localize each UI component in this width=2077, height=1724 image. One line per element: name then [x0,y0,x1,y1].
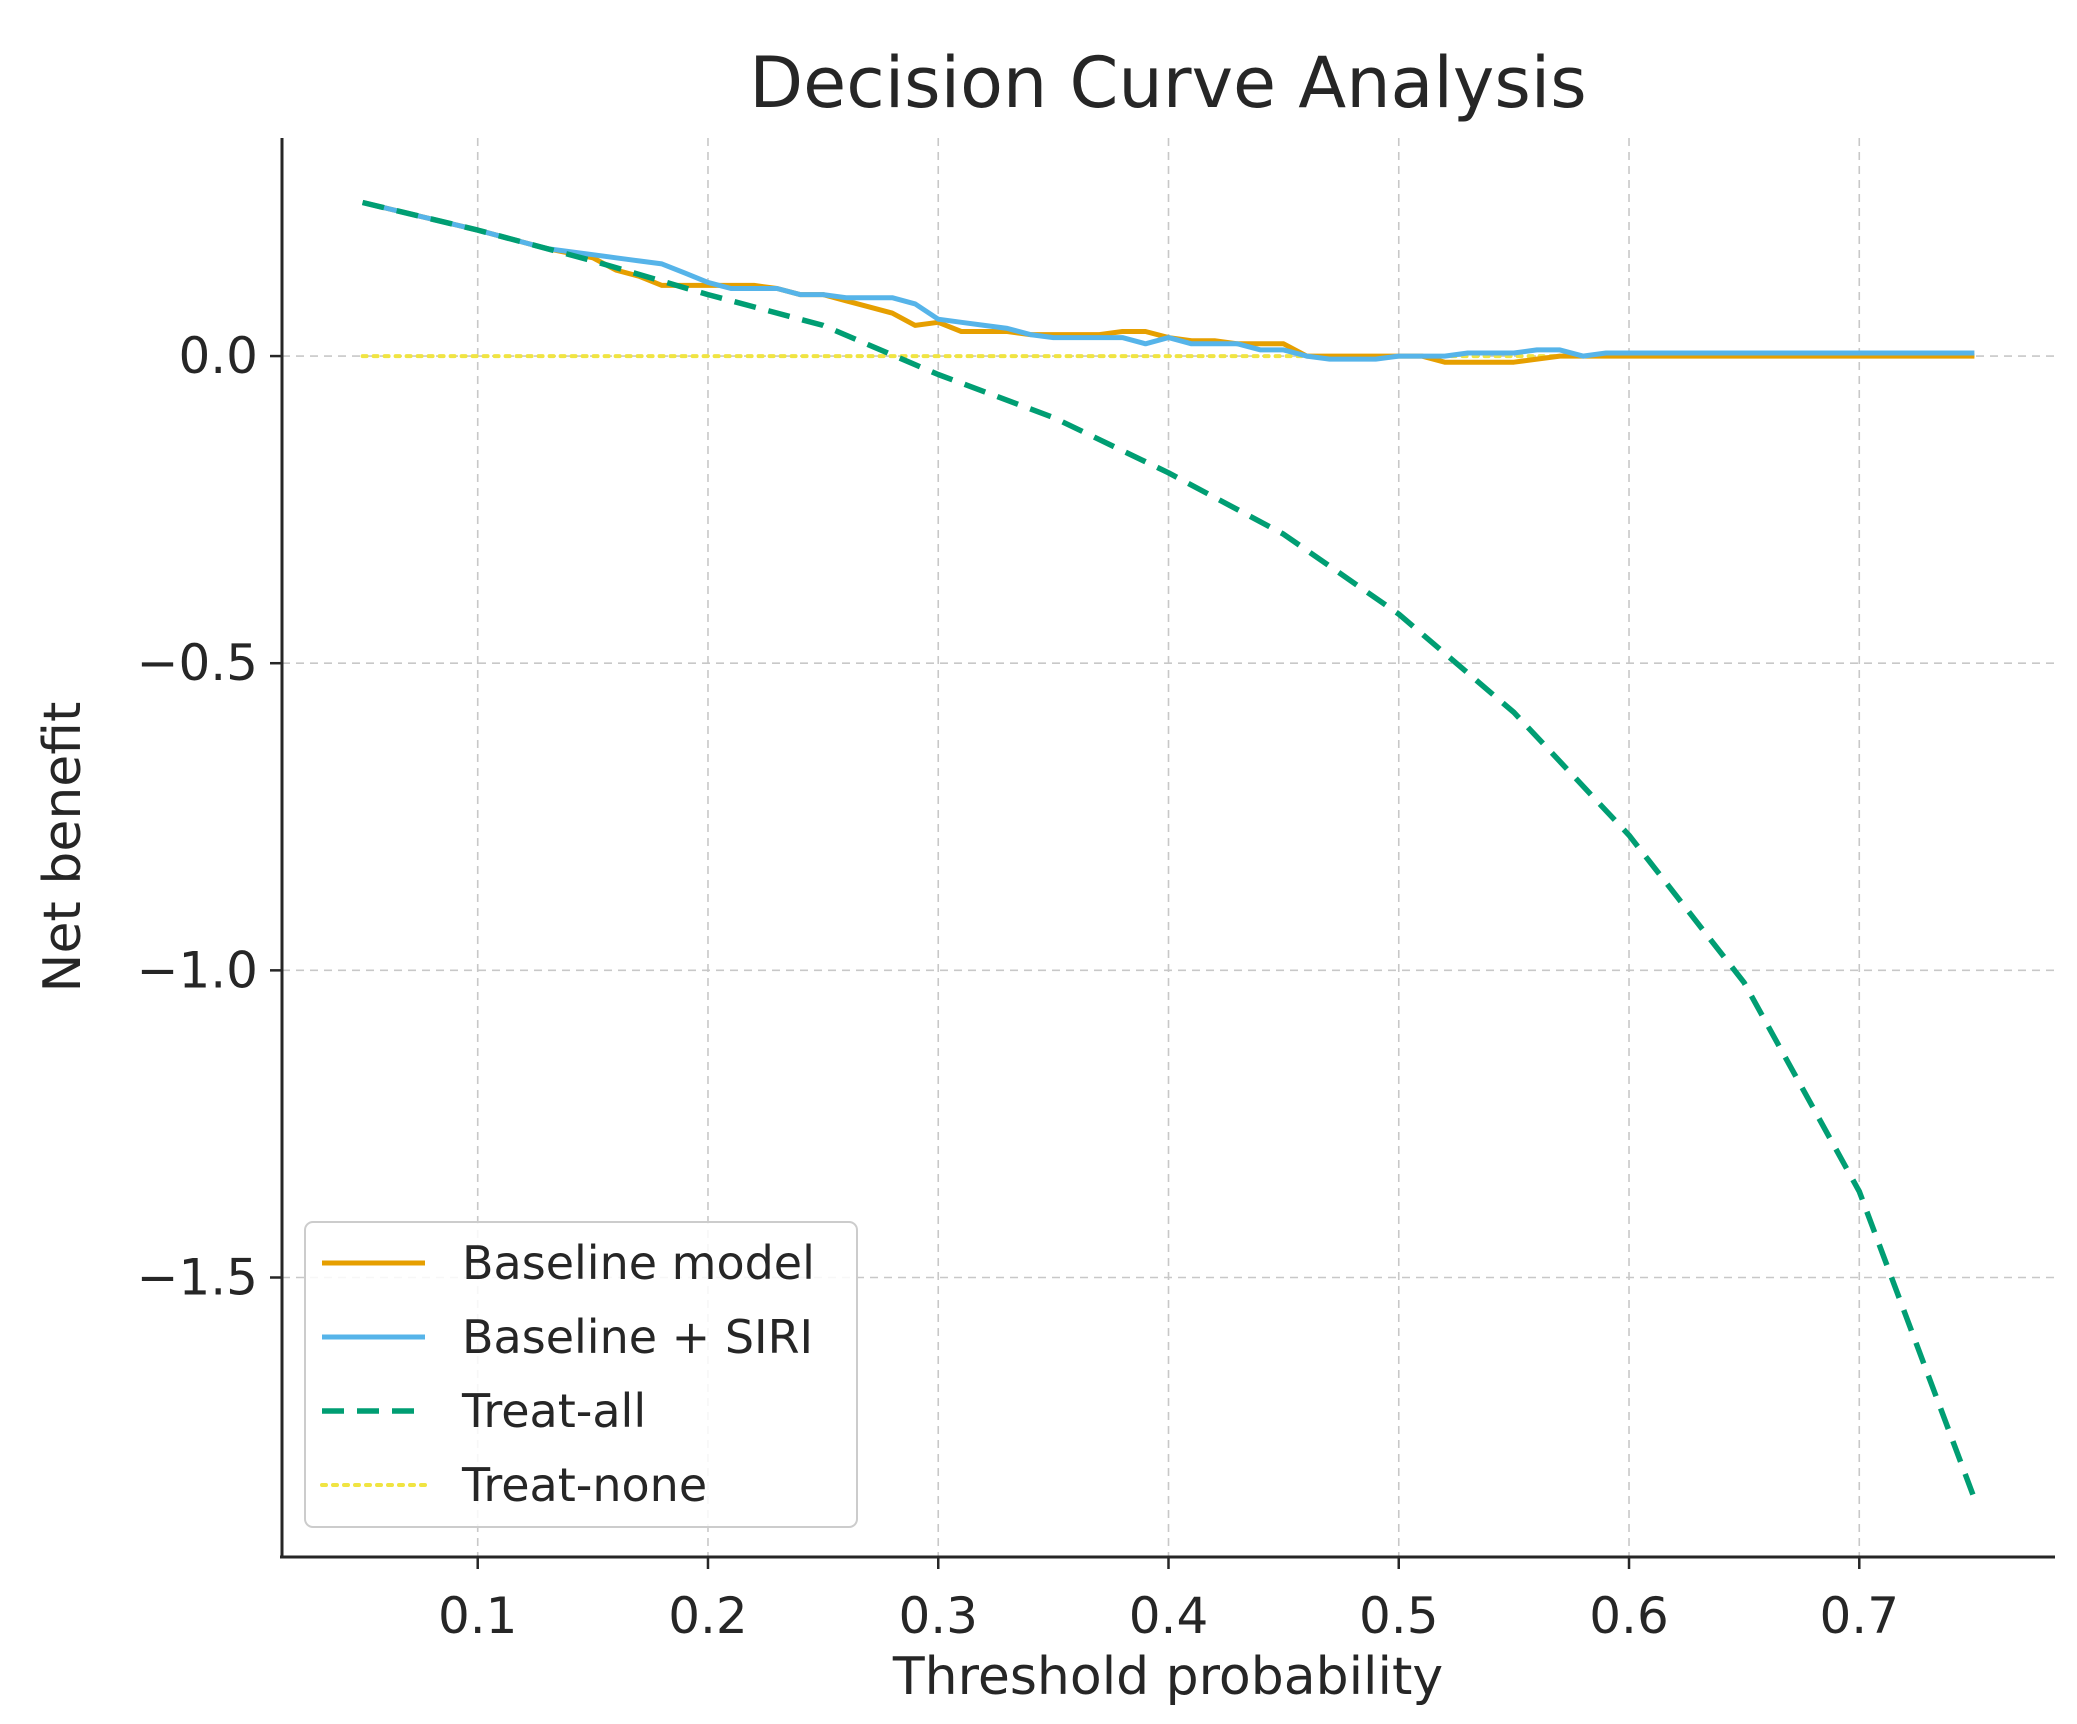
x-tick-label: 0.7 [1820,1587,1900,1645]
chart-title: Decision Curve Analysis [749,42,1586,124]
x-tick-label: 0.4 [1129,1587,1209,1645]
legend-label-treat-none: Treat-none [461,1458,707,1512]
x-axis-label: Threshold probability [892,1647,1443,1707]
legend: Baseline model Baseline + SIRI Treat-all Tr… [304,1221,858,1528]
legend-label-treat-all: Treat-all [461,1384,646,1438]
x-tick-label: 0.3 [898,1587,978,1645]
legend-label-baseline-siri: Baseline + SIRI [462,1310,813,1364]
legend-frame [304,1221,858,1528]
x-tick-label: 0.2 [668,1587,748,1645]
y-ticks: 0.0 −0.5 −1.0 −1.5 [137,327,282,1307]
y-tick-label: −1.0 [137,941,258,999]
series-line-baseline-siri [362,200,1975,362]
series-line-treat-all [361,199,1977,1500]
x-tick-label: 0.1 [438,1587,518,1645]
y-tick-label: −0.5 [137,634,258,692]
y-tick-label: 0.0 [178,327,258,385]
y-axis-label: Net benefit [33,702,93,993]
x-tick-label: 0.6 [1589,1587,1669,1645]
series-lines [360,199,1977,1500]
x-tick-label: 0.5 [1359,1587,1439,1645]
y-tick-label: −1.5 [137,1249,258,1307]
legend-label-baseline-model: Baseline model [462,1236,815,1290]
legend-entries: Baseline model Baseline + SIRI Treat-all Tr… [320,1236,815,1512]
x-ticks: 0.1 0.2 0.3 0.4 0.5 0.6 0.7 [438,1557,1899,1645]
